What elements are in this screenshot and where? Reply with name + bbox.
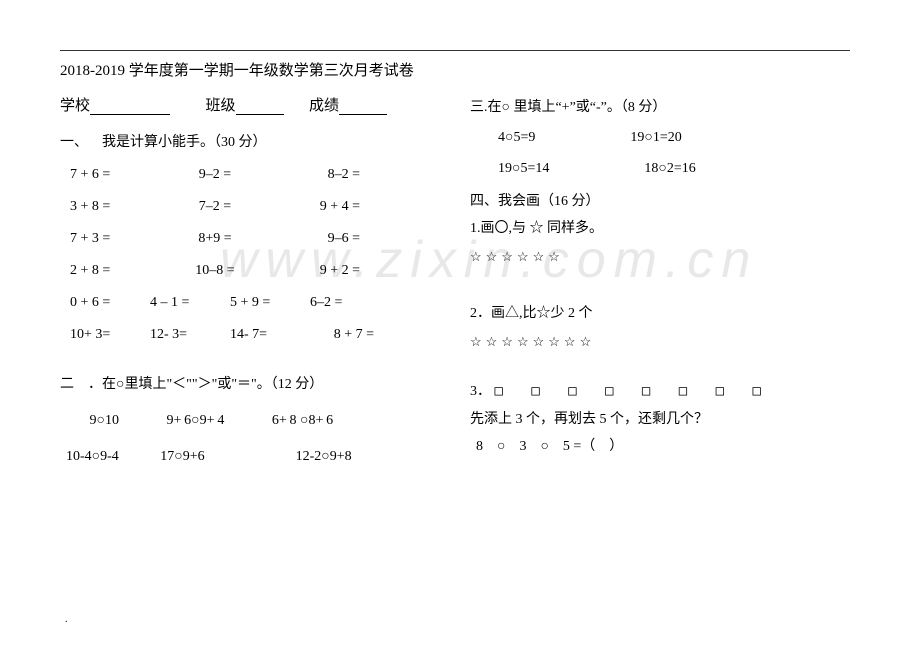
- arithmetic-grid: 7 + 6 = 9–2 = 8–2 = 3 + 8 = 7–2 = 9 + 4 …: [70, 167, 440, 343]
- arith-cell: 7 + 6 =: [70, 167, 154, 183]
- right-column: 三.在○ 里填上“+”或“-”。（8 分） 4○5=9 19○1=20 19○5…: [470, 94, 810, 465]
- section4-item2-label: 2．画△,比☆少 2 个: [470, 300, 810, 327]
- corner-dot: .: [65, 614, 68, 625]
- arith-cell: 8–2 =: [276, 167, 360, 183]
- arith-cell: 12- 3=: [150, 327, 214, 343]
- arith-cell: 8+9 =: [170, 231, 260, 247]
- class-label: 班级: [206, 98, 236, 114]
- section2-heading: 二 ．在○里填上"＜""＞"或"＝"。（12 分）: [60, 373, 440, 393]
- arith-cell: 5 + 9 =: [230, 295, 294, 311]
- arith-cell: 3 + 8 =: [70, 199, 154, 215]
- arith-cell: 2 + 8 =: [70, 263, 154, 279]
- squares-row: □ □ □ □ □ □ □ □: [495, 383, 771, 399]
- section5: 3． □ □ □ □ □ □ □ □ 先添上 3 个，再划去 5 个，还剩几个？…: [470, 378, 810, 460]
- cmp-item: 10-4○9-4: [66, 449, 119, 464]
- score-blank: [339, 101, 387, 115]
- section5-text: 先添上 3 个，再划去 5 个，还剩几个？: [470, 406, 810, 433]
- fill-item: 4○5=9: [498, 124, 535, 151]
- document-title: 2018-2019 学年度第一学期一年级数学第三次月考试卷: [60, 59, 850, 80]
- cmp-item: 9+ 6○9+ 4: [166, 413, 224, 428]
- arith-cell: 7–2 =: [170, 199, 260, 215]
- section1-heading-text: 一、 我是计算小能手。（30 分）: [60, 135, 267, 150]
- stars-row-1: ☆☆☆☆☆☆: [470, 244, 810, 269]
- fill-item: 19○1=20: [630, 124, 681, 151]
- school-info-row: 学校 班级 成绩: [60, 94, 440, 115]
- section5-expression: 8 ○ 3 ○ 5 =（ ）: [476, 433, 810, 460]
- section5-label: 3．: [470, 384, 491, 399]
- arith-cell: 9 + 4 =: [276, 199, 360, 215]
- stars-row-2: ☆☆☆☆☆☆☆☆: [470, 329, 810, 354]
- top-rule: [60, 50, 850, 51]
- cmp-item: 12-2○9+8: [296, 449, 352, 464]
- score-label: 成绩: [309, 98, 339, 114]
- arith-cell: 6–2 =: [310, 295, 370, 311]
- school-blank: [90, 101, 170, 115]
- cmp-item: 9○10: [90, 413, 119, 428]
- fill-item: 18○2=16: [644, 155, 695, 182]
- arith-cell: 10+ 3=: [70, 327, 134, 343]
- cmp-item: 6+ 8 ○8+ 6: [272, 413, 333, 428]
- arith-cell: 4 – 1 =: [150, 295, 214, 311]
- section4-heading: 四、我会画（16 分）: [470, 188, 810, 215]
- arith-cell: 9–6 =: [276, 231, 360, 247]
- arith-cell: 9 + 2 =: [276, 263, 360, 279]
- arith-cell: 7 + 3 =: [70, 231, 154, 247]
- section1-heading: 一、 我是计算小能手。（30 分）: [60, 131, 440, 151]
- arith-cell: 9–2 =: [170, 167, 260, 183]
- arith-cell: 10–8 =: [170, 263, 260, 279]
- fill-item: 19○5=14: [498, 155, 549, 182]
- class-blank: [236, 101, 284, 115]
- arith-cell: 8 + 7 =: [310, 327, 374, 343]
- arith-cell: 14- 7=: [230, 327, 294, 343]
- section2: 二 ．在○里填上"＜""＞"或"＝"。（12 分） 9○10 9+ 6○9+ 4…: [60, 373, 440, 465]
- left-column: 学校 班级 成绩 一、 我是计算小能手。（30 分） 7 + 6 = 9–2 =…: [60, 94, 440, 465]
- school-label: 学校: [60, 98, 90, 114]
- cmp-item: 17○9+6: [160, 449, 204, 464]
- arith-cell: 0 + 6 =: [70, 295, 134, 311]
- section3-heading: 三.在○ 里填上“+”或“-”。（8 分）: [470, 94, 810, 121]
- section4-item1-label: 1.画〇,与 ☆ 同样多。: [470, 215, 810, 242]
